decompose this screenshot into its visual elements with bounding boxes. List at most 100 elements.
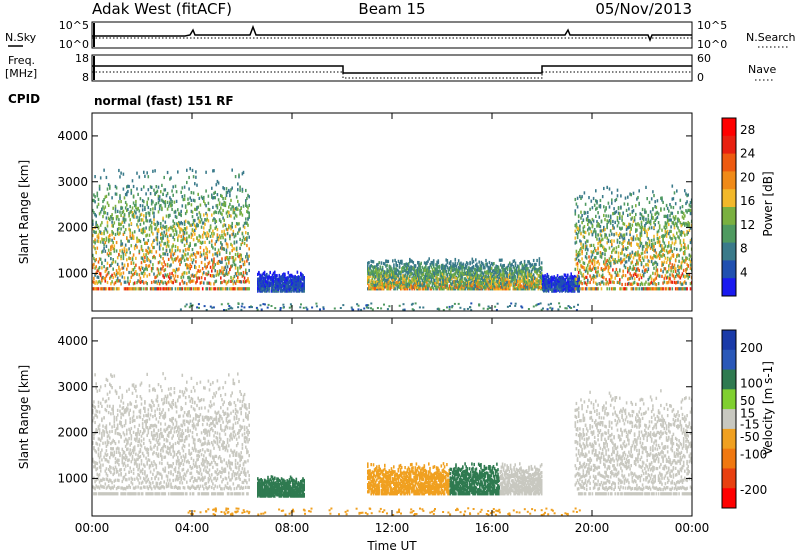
echo-cell [597, 252, 599, 255]
echo-cell [226, 249, 228, 252]
echo-cell [213, 257, 215, 260]
echo-cell [99, 266, 101, 269]
echo-cell [171, 200, 173, 203]
echo-cell [579, 269, 581, 272]
echo-cell [627, 196, 629, 199]
echo-cell [167, 253, 169, 256]
echo-cell [174, 252, 176, 255]
echo-cell [609, 287, 611, 290]
echo-cell [131, 189, 133, 192]
echo-cell [184, 244, 186, 247]
echo-cell [97, 247, 99, 250]
echo-cell [243, 271, 245, 274]
echo-cell [194, 199, 196, 202]
echo-cell [110, 252, 112, 255]
echo-cell [229, 203, 231, 206]
echo-cell [127, 263, 129, 266]
echo-cell [601, 287, 603, 290]
echo-cell [611, 198, 613, 201]
echo-cell [583, 243, 585, 246]
echo-cell [223, 230, 225, 233]
echo-cell [230, 215, 232, 218]
echo-cell [170, 276, 172, 279]
echo-cell [231, 225, 233, 228]
echo-cell [98, 227, 100, 230]
echo-cell [115, 210, 117, 213]
echo-cell [463, 263, 465, 266]
echo-cell [134, 215, 136, 218]
echo-cell [141, 287, 143, 290]
echo-cell [135, 264, 137, 267]
echo-cell [235, 233, 237, 236]
echo-cell [109, 234, 111, 237]
echo-cell [132, 206, 134, 209]
echo-cell [629, 266, 631, 269]
echo-cell [541, 261, 543, 264]
echo-cell [187, 258, 189, 261]
echo-cell [152, 232, 154, 235]
echo-cell [587, 264, 589, 267]
echo-cell [244, 226, 246, 229]
echo-cell [616, 210, 618, 213]
echo-cell [225, 233, 227, 236]
echo-cell [141, 261, 143, 264]
echo-cell [156, 185, 158, 188]
echo-cell [222, 236, 224, 239]
echo-cell [154, 223, 156, 226]
echo-cell [186, 210, 188, 213]
echo-cell [106, 245, 108, 248]
echo-cell [129, 218, 131, 221]
echo-cell [196, 184, 198, 187]
echo-cell [112, 268, 114, 271]
echo-cell [179, 249, 181, 252]
echo-cell [162, 257, 164, 260]
echo-cell [204, 258, 206, 261]
echo-cell [238, 222, 240, 225]
echo-cell [105, 250, 107, 253]
echo-cell [228, 271, 230, 274]
echo-cell [611, 202, 613, 205]
echo-cell [392, 259, 394, 262]
nsearch-label: N.Search [746, 31, 796, 44]
echo-cell [217, 206, 219, 209]
echo-cell [625, 274, 627, 277]
echo-cell [179, 231, 181, 234]
echo-cell [242, 188, 244, 191]
echo-cell [144, 272, 146, 275]
echo-cell [220, 206, 222, 209]
echo-cell [587, 215, 589, 218]
echo-cell [247, 224, 249, 227]
echo-cell [106, 287, 108, 290]
echo-cell [175, 287, 177, 290]
echo-cell [204, 277, 206, 280]
echo-cell [208, 219, 210, 222]
echo-cell [157, 242, 159, 245]
echo-cell [206, 253, 208, 256]
echo-cell [95, 258, 97, 261]
echo-cell [160, 255, 162, 258]
echo-cell [226, 187, 228, 190]
echo-cell [245, 231, 247, 234]
echo-cell [595, 256, 597, 259]
echo-cell [128, 224, 130, 227]
echo-cell [612, 220, 614, 223]
echo-cell [106, 195, 108, 198]
echo-cell [188, 176, 190, 179]
echo-cell [593, 244, 595, 247]
echo-cell [239, 227, 241, 230]
echo-cell [197, 206, 199, 209]
echo-cell [160, 222, 162, 225]
echo-cell [149, 228, 151, 231]
echo-cell [613, 226, 615, 229]
echo-cell [276, 274, 278, 277]
echo-cell [589, 208, 591, 211]
echo-cell [100, 240, 102, 243]
echo-cell [128, 240, 130, 243]
echo-cell [602, 252, 604, 255]
echo-cell [176, 190, 178, 193]
echo-cell [195, 266, 197, 269]
echo-cell [609, 205, 611, 208]
echo-cell [533, 273, 535, 276]
echo-cell [119, 249, 121, 252]
